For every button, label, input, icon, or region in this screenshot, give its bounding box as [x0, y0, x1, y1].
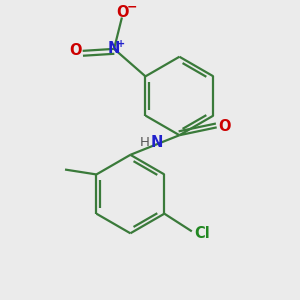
Text: O: O: [218, 119, 231, 134]
Text: N: N: [108, 41, 120, 56]
Text: −: −: [127, 0, 137, 13]
Text: +: +: [117, 39, 125, 49]
Text: Cl: Cl: [194, 226, 209, 241]
Text: O: O: [70, 44, 82, 59]
Text: H: H: [140, 136, 150, 148]
Text: O: O: [117, 5, 129, 20]
Text: N: N: [151, 135, 163, 150]
